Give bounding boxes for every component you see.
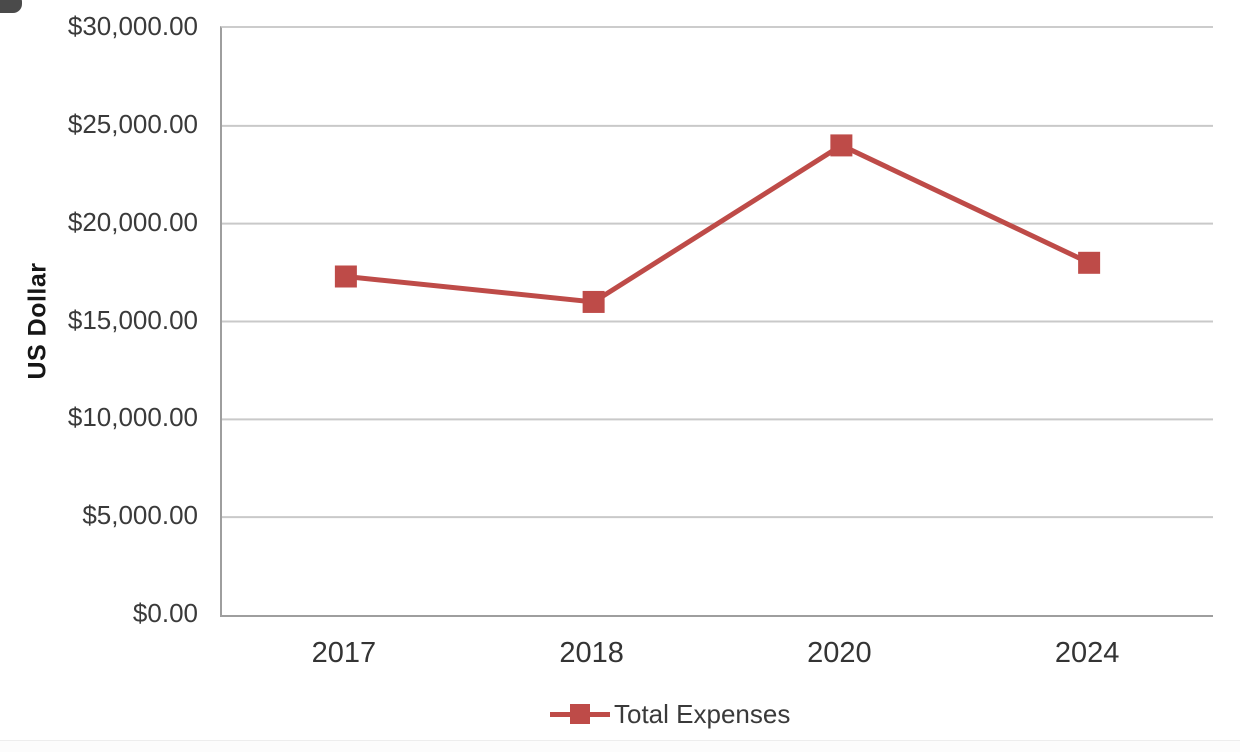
data-point-marker bbox=[334, 265, 357, 288]
y-tick-label: $30,000.00 bbox=[67, 11, 198, 41]
y-tick-label: $5,000.00 bbox=[82, 500, 198, 531]
y-tick-label: $10,000.00 bbox=[67, 402, 198, 433]
series-line-svg bbox=[222, 124, 1213, 519]
legend-label: Total Expenses bbox=[614, 698, 791, 729]
data-point-marker bbox=[582, 290, 605, 313]
x-tick-label: 2017 bbox=[311, 637, 377, 669]
data-point-marker bbox=[1078, 251, 1101, 274]
y-tick-label: $0.00 bbox=[132, 598, 198, 628]
legend: Total Expenses bbox=[550, 698, 790, 730]
data-point-marker bbox=[830, 134, 853, 157]
legend-square-marker-icon bbox=[570, 704, 590, 724]
legend-series-marker-icon bbox=[550, 698, 610, 730]
plot-area bbox=[220, 26, 1213, 617]
x-tick-label: 2018 bbox=[559, 637, 624, 669]
x-tick-label: 2020 bbox=[807, 637, 872, 669]
x-tick-label: 2024 bbox=[1054, 637, 1120, 669]
series-line bbox=[345, 142, 1091, 305]
y-tick-label: $25,000.00 bbox=[67, 108, 198, 139]
y-tick-label: $15,000.00 bbox=[67, 304, 198, 335]
y-tick-label: $20,000.00 bbox=[67, 206, 198, 237]
corner-artifact bbox=[0, 0, 22, 13]
y-axis-tick-labels: $30,000.00 $25,000.00 $20,000.00 $15,000.00… bbox=[0, 0, 198, 752]
bottom-strip bbox=[0, 740, 1240, 752]
